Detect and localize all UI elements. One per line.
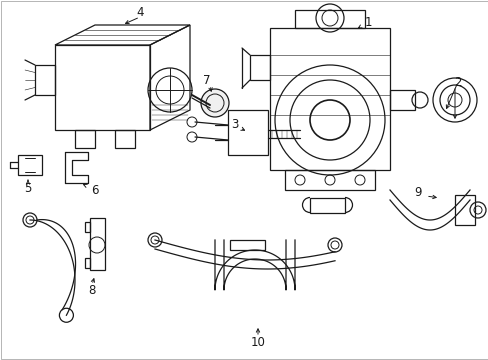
Text: 7: 7 bbox=[203, 73, 210, 86]
Text: 1: 1 bbox=[364, 15, 371, 28]
Text: 8: 8 bbox=[88, 284, 96, 297]
Circle shape bbox=[201, 89, 228, 117]
Text: 9: 9 bbox=[413, 185, 421, 198]
Text: 3: 3 bbox=[231, 117, 238, 131]
Text: 2: 2 bbox=[453, 76, 461, 89]
Text: 10: 10 bbox=[250, 336, 265, 348]
Text: 6: 6 bbox=[91, 184, 99, 197]
Text: 5: 5 bbox=[24, 181, 32, 194]
Text: 4: 4 bbox=[136, 5, 143, 18]
